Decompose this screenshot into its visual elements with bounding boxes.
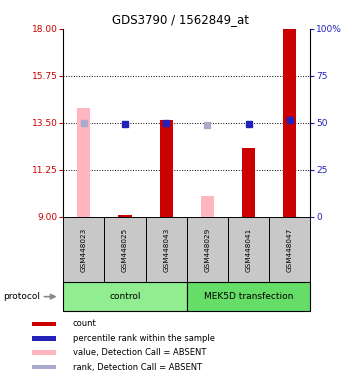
Text: protocol: protocol: [4, 292, 40, 301]
Bar: [145, 217, 187, 282]
Bar: [63, 282, 187, 311]
Bar: [242, 148, 255, 217]
Text: GDS3790 / 1562849_at: GDS3790 / 1562849_at: [112, 13, 249, 26]
Bar: [77, 108, 90, 217]
Text: rank, Detection Call = ABSENT: rank, Detection Call = ABSENT: [73, 362, 202, 372]
Text: GSM448023: GSM448023: [81, 227, 87, 272]
Text: percentile rank within the sample: percentile rank within the sample: [73, 334, 215, 343]
Bar: [160, 120, 173, 217]
Text: GSM448025: GSM448025: [122, 227, 128, 272]
Text: GSM448043: GSM448043: [163, 227, 169, 272]
Text: GSM448041: GSM448041: [245, 227, 252, 272]
Bar: [32, 322, 56, 326]
Bar: [187, 282, 310, 311]
Bar: [118, 215, 132, 217]
Text: GSM448029: GSM448029: [204, 227, 210, 272]
Bar: [187, 217, 228, 282]
Text: control: control: [109, 292, 141, 301]
Bar: [32, 336, 56, 341]
Text: count: count: [73, 319, 96, 328]
Bar: [228, 217, 269, 282]
Text: MEK5D transfection: MEK5D transfection: [204, 292, 293, 301]
Bar: [32, 350, 56, 355]
Bar: [201, 196, 214, 217]
Bar: [63, 217, 104, 282]
Bar: [269, 217, 310, 282]
Text: value, Detection Call = ABSENT: value, Detection Call = ABSENT: [73, 348, 206, 357]
Bar: [32, 365, 56, 369]
Bar: [283, 29, 296, 217]
Text: GSM448047: GSM448047: [287, 227, 293, 272]
Bar: [104, 217, 145, 282]
